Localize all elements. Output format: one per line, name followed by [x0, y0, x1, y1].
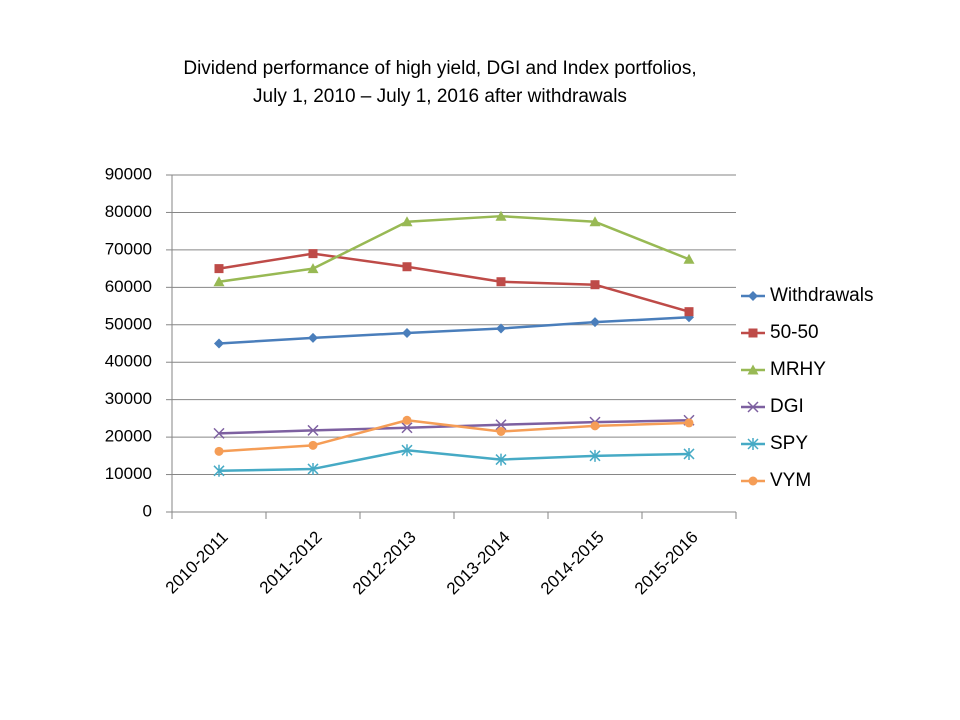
x-tick-label: 2012-2013 — [349, 527, 420, 598]
data-point-vym — [590, 421, 600, 431]
legend-label-50-50: 50-50 — [770, 322, 819, 343]
data-point-mrhy — [213, 276, 225, 287]
data-point-spy — [401, 444, 413, 457]
legend-label-vym: VYM — [770, 470, 811, 491]
data-point-50-50 — [684, 307, 694, 317]
chart-subtitle: July 1, 2010 – July 1, 2016 after withdr… — [253, 86, 627, 107]
y-tick-label: 40000 — [105, 352, 152, 371]
legend-marker-withdrawals — [748, 291, 758, 301]
data-point-withdrawals — [590, 317, 600, 328]
data-point-mrhy — [307, 263, 319, 274]
y-tick-label: 20000 — [105, 427, 152, 446]
y-tick-label: 90000 — [105, 164, 152, 183]
y-tick-label: 10000 — [105, 464, 152, 483]
legend-marker-spy — [747, 438, 759, 450]
data-point-dgi — [401, 422, 413, 434]
data-point-dgi — [307, 424, 319, 436]
legend-marker-dgi — [747, 401, 759, 413]
data-point-vym — [402, 415, 412, 425]
series-line-mrhy — [218, 214, 690, 283]
data-point-withdrawals — [214, 338, 224, 349]
data-point-mrhy — [401, 216, 413, 227]
x-tick-label: 2013-2014 — [443, 527, 514, 598]
x-tick-label: 2014-2015 — [537, 527, 608, 598]
series-line-spy — [218, 448, 690, 473]
legend-marker-vym — [748, 476, 758, 486]
x-tick-label: 2015-2016 — [631, 527, 702, 598]
legend-marker-50-50 — [748, 328, 758, 338]
data-point-50-50 — [214, 264, 224, 274]
data-point-50-50 — [402, 262, 412, 272]
data-point-spy — [589, 449, 601, 462]
y-tick-label: 30000 — [105, 389, 152, 408]
legend-label-dgi: DGI — [770, 396, 804, 417]
x-tick-label: 2010-2011 — [162, 527, 232, 597]
legend-marker-mrhy — [747, 364, 759, 375]
data-point-spy — [307, 462, 319, 475]
data-point-50-50 — [308, 249, 318, 259]
data-point-vym — [308, 440, 318, 450]
chart-title: Dividend performance of high yield, DGI … — [183, 58, 697, 79]
data-point-mrhy — [589, 216, 601, 227]
x-tick-label: 2011-2012 — [256, 527, 326, 597]
y-tick-label: 50000 — [105, 314, 152, 333]
data-point-spy — [495, 453, 507, 466]
data-point-mrhy — [495, 210, 507, 221]
data-point-spy — [683, 447, 695, 460]
data-point-dgi — [495, 419, 507, 431]
y-tick-label: 80000 — [105, 202, 152, 221]
series-line-vym — [218, 419, 690, 453]
data-point-50-50 — [590, 280, 600, 290]
y-tick-label: 0 — [143, 501, 152, 520]
data-point-withdrawals — [308, 332, 318, 343]
data-point-dgi — [213, 427, 225, 439]
data-point-withdrawals — [402, 328, 412, 339]
data-point-mrhy — [683, 253, 695, 264]
y-tick-label: 60000 — [105, 277, 152, 296]
data-point-spy — [213, 464, 225, 477]
legend-label-withdrawals: Withdrawals — [770, 285, 873, 306]
data-point-vym — [214, 446, 224, 456]
y-tick-label: 70000 — [105, 239, 152, 258]
data-point-vym — [496, 426, 506, 436]
legend-label-mrhy: MRHY — [770, 359, 826, 380]
data-point-vym — [684, 418, 694, 428]
legend-label-spy: SPY — [770, 433, 808, 454]
series-line-50-50 — [218, 252, 690, 313]
data-point-withdrawals — [496, 323, 506, 334]
series-line-withdrawals — [218, 316, 690, 345]
data-point-50-50 — [496, 277, 506, 287]
